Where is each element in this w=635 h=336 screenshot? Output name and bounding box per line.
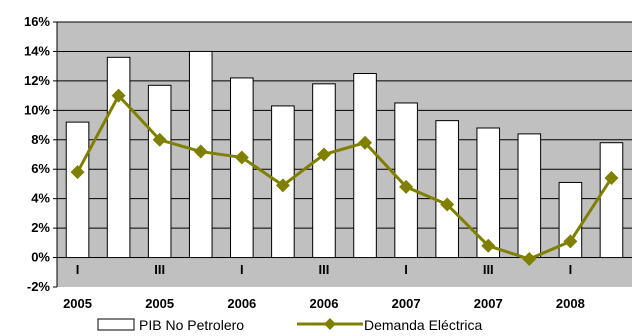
x-quarter-label: I: [240, 262, 244, 277]
line-point: [358, 135, 373, 150]
legend-line-marker: [324, 318, 336, 330]
x-year-label: 2005: [145, 296, 174, 311]
x-year-label: 2008: [556, 296, 585, 311]
x-quarter-label: I: [569, 262, 573, 277]
y-tick-label: 2%: [31, 220, 50, 235]
x-year-label: 2007: [474, 296, 503, 311]
y-tick-label: 16%: [24, 14, 50, 29]
line-point: [440, 197, 455, 212]
line-point: [522, 252, 537, 267]
bar: [65, 121, 90, 259]
y-tick-label: 14%: [24, 43, 50, 58]
y-axis-ticks: -2% 0% 2% 4% 6% 8% 10% 12% 14% 16%: [24, 14, 58, 294]
line-point: [152, 132, 167, 147]
x-quarter-label: I: [76, 262, 80, 277]
bar: [106, 56, 131, 259]
x-year-label: 2006: [310, 296, 339, 311]
y-tick-label: 0%: [31, 250, 50, 265]
y-tick-label: 10%: [24, 102, 50, 117]
bar: [230, 77, 254, 259]
x-year-label: 2006: [227, 296, 256, 311]
bar: [435, 120, 459, 259]
bar: [599, 142, 624, 259]
bar: [558, 181, 583, 259]
line-point: [604, 171, 619, 186]
line-point: [193, 144, 208, 159]
bar: [147, 84, 172, 259]
line-point: [316, 147, 331, 162]
x-quarter-label: III: [483, 262, 494, 277]
line-point: [563, 234, 578, 249]
line-point: [234, 150, 249, 165]
legend-bar-label: PIB No Petrolero: [139, 317, 244, 333]
x-quarter-label: III: [319, 262, 330, 277]
x-year-label: 2005: [63, 296, 92, 311]
x-quarter-label: I: [404, 262, 408, 277]
bar: [517, 133, 542, 259]
legend: PIB No Petrolero Demanda Eléctrica: [97, 317, 482, 333]
line-point: [481, 238, 496, 253]
y-tick-label: 12%: [24, 73, 50, 88]
plot-area: [57, 22, 632, 287]
line-point: [399, 179, 414, 194]
legend-bar-swatch: [97, 318, 135, 331]
bar: [312, 83, 336, 259]
x-year-label: 2007: [392, 296, 421, 311]
x-quarter-label: III: [154, 262, 165, 277]
line-series: [70, 88, 619, 267]
legend-line-label: Demanda Eléctrica: [364, 317, 482, 333]
y-tick-label: 8%: [31, 132, 50, 147]
series-line: [76, 94, 613, 261]
y-tick-label: 6%: [31, 161, 50, 176]
bar: [476, 127, 501, 259]
line-point: [111, 88, 126, 103]
line-point: [70, 165, 85, 180]
line-point: [275, 178, 290, 193]
bar: [353, 73, 377, 259]
y-tick-label: 4%: [31, 191, 50, 206]
y-tick-label: -2%: [27, 279, 51, 294]
